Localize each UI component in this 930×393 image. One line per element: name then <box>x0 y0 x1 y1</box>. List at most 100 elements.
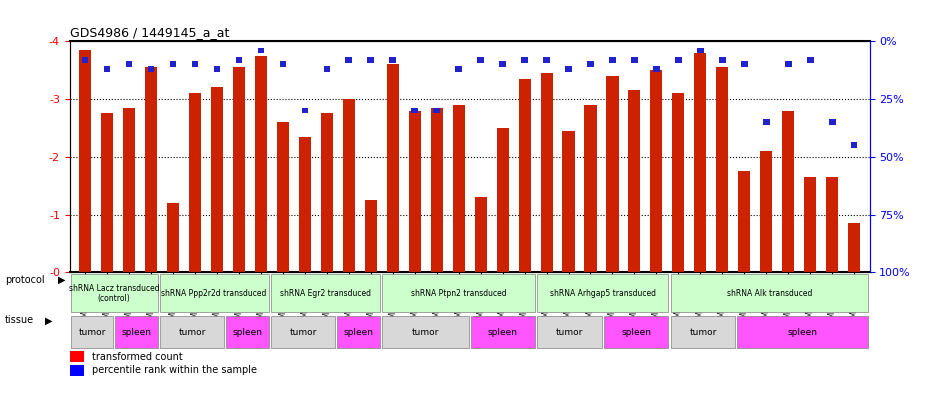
Bar <box>211 88 223 272</box>
Bar <box>255 56 267 272</box>
Bar <box>719 57 725 62</box>
Bar <box>653 66 659 72</box>
Bar <box>587 61 594 67</box>
Bar <box>82 57 88 62</box>
Bar <box>807 57 814 62</box>
Bar <box>70 351 84 362</box>
Bar <box>477 57 484 62</box>
Text: shRNA Lacz transduced
(control): shRNA Lacz transduced (control) <box>69 284 160 303</box>
Bar <box>367 57 374 62</box>
Bar <box>431 108 443 272</box>
Bar <box>543 57 550 62</box>
Bar <box>104 66 111 72</box>
Bar <box>71 274 157 312</box>
Bar <box>538 316 602 348</box>
Bar <box>829 119 835 125</box>
Bar <box>280 61 286 67</box>
Text: shRNA Alk transduced: shRNA Alk transduced <box>727 289 812 298</box>
Text: spleen: spleen <box>488 328 518 337</box>
Bar <box>804 177 817 272</box>
Text: tumor: tumor <box>556 328 583 337</box>
Text: tumor: tumor <box>179 328 206 337</box>
Bar <box>189 93 201 272</box>
Bar <box>716 67 728 272</box>
Bar <box>671 316 735 348</box>
Bar <box>565 66 572 72</box>
Bar <box>235 57 242 62</box>
Bar <box>160 316 224 348</box>
Bar <box>387 64 399 272</box>
Text: GDS4986 / 1449145_a_at: GDS4986 / 1449145_a_at <box>70 26 229 39</box>
Bar <box>497 128 509 272</box>
Bar <box>521 57 528 62</box>
Bar <box>760 151 772 272</box>
Bar <box>192 61 198 67</box>
Bar <box>650 70 662 272</box>
Bar <box>148 66 154 72</box>
Bar <box>390 57 396 62</box>
Bar <box>826 177 838 272</box>
Text: ▶: ▶ <box>58 275 65 285</box>
Text: tumor: tumor <box>289 328 317 337</box>
Bar <box>563 131 575 272</box>
Bar <box>785 61 791 67</box>
Bar <box>631 57 638 62</box>
Bar <box>271 274 379 312</box>
Bar <box>71 316 113 348</box>
Bar <box>453 105 465 272</box>
Bar <box>338 316 379 348</box>
Bar <box>101 114 113 272</box>
Bar <box>123 108 135 272</box>
Bar <box>226 316 269 348</box>
Bar <box>584 105 596 272</box>
Bar <box>271 316 335 348</box>
Bar <box>126 61 132 67</box>
Text: shRNA Ptpn2 transduced: shRNA Ptpn2 transduced <box>411 289 506 298</box>
Text: spleen: spleen <box>232 328 262 337</box>
Text: shRNA Egr2 transduced: shRNA Egr2 transduced <box>280 289 371 298</box>
Bar <box>609 57 616 62</box>
Bar <box>698 48 704 53</box>
Text: tumor: tumor <box>412 328 439 337</box>
Bar <box>848 223 860 272</box>
Bar <box>411 108 418 114</box>
Bar <box>301 108 308 114</box>
Bar <box>70 365 84 376</box>
Bar <box>345 57 352 62</box>
Bar <box>471 316 535 348</box>
Bar <box>79 50 91 272</box>
Bar <box>474 197 486 272</box>
Bar <box>382 316 469 348</box>
Bar <box>382 274 535 312</box>
Text: spleen: spleen <box>343 328 374 337</box>
Bar <box>519 79 531 272</box>
Bar <box>695 53 707 272</box>
Bar <box>629 90 641 272</box>
Bar <box>738 171 751 272</box>
Bar <box>675 57 682 62</box>
Bar <box>741 61 748 67</box>
Bar <box>115 316 157 348</box>
Text: protocol: protocol <box>5 275 45 285</box>
Bar <box>672 93 684 272</box>
Bar <box>277 122 289 272</box>
Text: spleen: spleen <box>788 328 817 337</box>
Text: tumor: tumor <box>78 328 106 337</box>
Text: spleen: spleen <box>621 328 651 337</box>
Bar <box>763 119 770 125</box>
Bar <box>604 316 669 348</box>
Bar <box>343 99 355 272</box>
Text: tissue: tissue <box>5 315 33 325</box>
Bar <box>232 67 245 272</box>
Bar <box>540 73 552 272</box>
Bar <box>167 203 179 272</box>
Text: shRNA Arhgap5 transduced: shRNA Arhgap5 transduced <box>550 289 656 298</box>
Bar <box>499 61 506 67</box>
Bar <box>737 316 869 348</box>
Bar <box>671 274 869 312</box>
Bar <box>214 66 220 72</box>
Text: shRNA Ppp2r2d transduced: shRNA Ppp2r2d transduced <box>162 289 267 298</box>
Bar <box>321 114 333 272</box>
Text: spleen: spleen <box>122 328 152 337</box>
Bar <box>258 48 264 53</box>
